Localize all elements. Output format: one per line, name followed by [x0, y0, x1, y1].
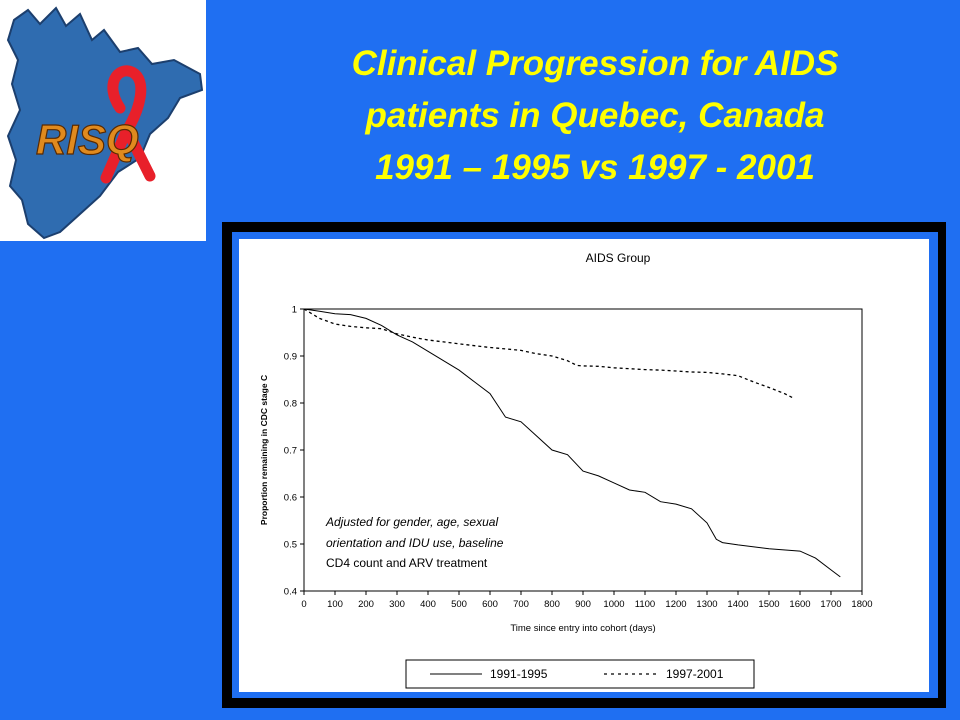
x-tick-label: 1300: [696, 599, 717, 610]
x-tick-label: 600: [482, 599, 498, 610]
x-tick-label: 900: [575, 599, 591, 610]
x-tick-label: 1100: [635, 599, 655, 610]
chart-border: AIDS Group 0.4 0.5 0.6 0.7 0.8 0.9 1 0 100 200 30…: [232, 232, 938, 698]
series-layer: [303, 308, 841, 578]
x-tick-label: 1800: [851, 599, 872, 610]
x-tick-label: 300: [389, 599, 405, 610]
logo-text: RISQ: [36, 116, 139, 164]
risq-logo: RISQ: [0, 0, 206, 241]
y-tick-label: 0.4: [284, 587, 297, 598]
x-tick-label: 200: [358, 599, 374, 610]
title-line-3: 1991 – 1995 vs 1997 - 2001: [375, 148, 815, 187]
annotation-line-2: orientation and IDU use, baseline: [326, 536, 504, 550]
x-tick-label: 1400: [727, 599, 748, 610]
y-tick-label: 0.9: [284, 352, 297, 363]
y-tick-label: 0.5: [284, 540, 297, 551]
y-tick-label: 0.6: [284, 493, 297, 504]
x-tick-label: 100: [327, 599, 343, 610]
x-axis: 0 100 200 300 400 500 600 700 800 900 1000 1100 1200…: [301, 591, 873, 610]
x-axis-label: Time since entry into cohort (days): [510, 623, 655, 634]
x-tick-label: 1700: [820, 599, 841, 610]
x-tick-label: 700: [513, 599, 529, 610]
quebec-map-icon: RISQ: [6, 6, 204, 240]
y-tick-label: 0.7: [284, 446, 297, 457]
aids-group-chart: AIDS Group 0.4 0.5 0.6 0.7 0.8 0.9 1 0 100 200 30…: [239, 239, 929, 692]
title-line-2: patients in Quebec, Canada: [365, 96, 825, 135]
annotation-line-3: CD4 count and ARV treatment: [326, 556, 488, 570]
y-tick-label: 1: [292, 305, 297, 316]
slide-title: Clinical Progression for AIDS patients i…: [250, 38, 940, 194]
y-axis: 0.4 0.5 0.6 0.7 0.8 0.9 1: [284, 305, 304, 598]
annotation-line-1: Adjusted for gender, age, sexual: [325, 515, 498, 529]
x-tick-label: 0: [301, 599, 306, 610]
legend-label-1997-2001: 1997-2001: [666, 667, 724, 681]
chart-title: AIDS Group: [586, 251, 651, 265]
x-tick-label: 800: [544, 599, 560, 610]
x-tick-label: 1000: [603, 599, 624, 610]
x-tick-label: 1200: [665, 599, 686, 610]
x-tick-label: 400: [420, 599, 436, 610]
chart-background: [239, 239, 929, 692]
y-axis-label: Proportion remaining in CDC stage C: [259, 375, 269, 525]
annotation: Adjusted for gender, age, sexual orienta…: [325, 515, 504, 570]
y-tick-label: 0.8: [284, 399, 297, 410]
x-tick-label: 1500: [758, 599, 779, 610]
title-line-1: Clinical Progression for AIDS: [351, 44, 839, 83]
legend-label-1991-1995: 1991-1995: [490, 667, 548, 681]
x-tick-label: 500: [451, 599, 467, 610]
x-tick-label: 1600: [789, 599, 810, 610]
